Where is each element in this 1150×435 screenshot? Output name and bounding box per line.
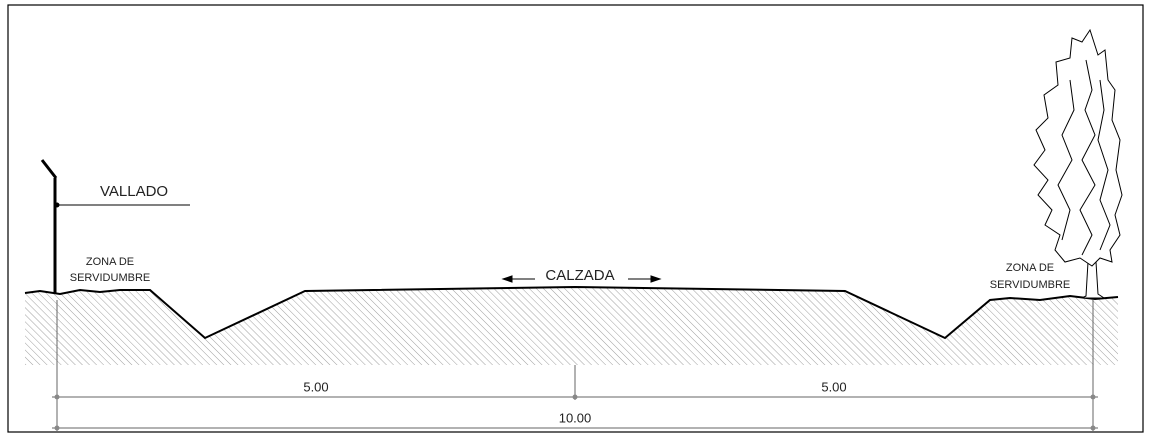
zone-label: SERVIDUMBRE — [70, 272, 150, 284]
roadway-arrows — [501, 275, 662, 283]
fence-top — [40, 159, 58, 179]
frame — [7, 4, 1144, 433]
fence-label: VALLADO — [100, 183, 168, 200]
ground-hatch — [25, 287, 1118, 365]
ground-profile — [24, 285, 1119, 340]
dimension-label: 10.00 — [559, 410, 592, 425]
zone-label: SERVIDUMBRE — [990, 279, 1070, 291]
roadway-label: CALZADA — [545, 267, 614, 284]
dimension-dots — [54, 394, 1096, 431]
zone-label: ZONA DE — [1006, 262, 1054, 274]
zone-label: ZONA DE — [86, 256, 134, 268]
tree — [1033, 28, 1123, 299]
dimension-label: 5.00 — [821, 379, 846, 394]
dimension-label: 5.00 — [303, 379, 328, 394]
